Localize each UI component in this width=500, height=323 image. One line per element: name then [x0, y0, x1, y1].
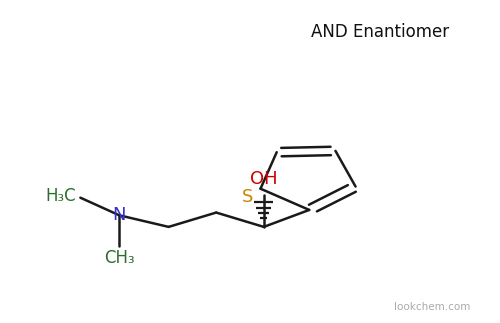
Text: AND Enantiomer: AND Enantiomer	[311, 23, 449, 41]
Text: N: N	[112, 206, 126, 224]
Text: S: S	[242, 188, 254, 206]
Text: CH₃: CH₃	[104, 249, 134, 267]
Text: H₃C: H₃C	[46, 187, 76, 205]
Text: lookchem.com: lookchem.com	[394, 302, 470, 312]
Text: OH: OH	[250, 170, 278, 188]
